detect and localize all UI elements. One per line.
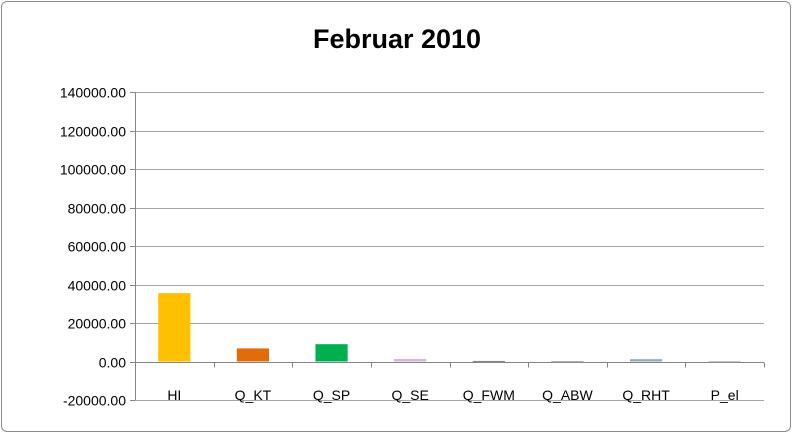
gridlines (135, 92, 764, 401)
y-tick-label: 80000.00 (68, 201, 127, 217)
x-axis-labels: HI Q_KT Q_SP Q_SE Q_FWM Q_ABW Q_RHT P_el (167, 387, 738, 403)
bar-q-sp (315, 344, 348, 362)
bar-q-rht (629, 359, 663, 362)
bars (158, 293, 741, 363)
y-tick-label: 20000.00 (68, 316, 127, 332)
x-tick-label: Q_SP (313, 387, 350, 403)
x-tick-label: Q_KT (235, 387, 272, 403)
y-tick-label: 40000.00 (68, 278, 127, 294)
y-tick-label: 0.00 (99, 355, 126, 371)
bar-hi (158, 293, 191, 362)
bar-q-abw (551, 361, 584, 363)
y-tick-label: 100000.00 (60, 162, 126, 178)
y-tick-label: 120000.00 (60, 124, 126, 140)
y-tick-label: 60000.00 (68, 239, 127, 255)
y-tick-label: -20000.00 (63, 393, 126, 409)
bar-q-se (394, 358, 427, 362)
x-tick-label: Q_FWM (463, 387, 515, 403)
y-tick-label: 140000.00 (60, 85, 126, 101)
bar-p-el (708, 361, 741, 363)
x-tick-label: P_el (711, 387, 739, 403)
bar-q-fwm (472, 360, 505, 362)
y-axis: 140000.00 120000.00 100000.00 80000.00 60000… (60, 85, 765, 409)
x-tick-label: HI (167, 387, 181, 403)
x-tick-label: Q_SE (392, 387, 429, 403)
bar-q-kt (236, 348, 270, 362)
chart-title: Februar 2010 (312, 24, 482, 54)
x-tick-label: Q_RHT (622, 387, 670, 403)
x-tick-label: Q_ABW (542, 387, 593, 403)
